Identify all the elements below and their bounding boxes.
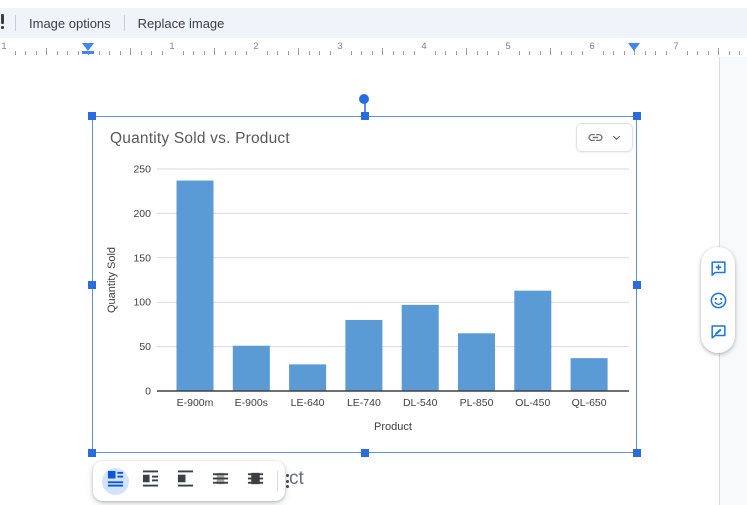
left-indent-marker-icon[interactable]	[82, 43, 94, 51]
wrap-option-in-front-of-text[interactable]	[242, 468, 269, 495]
wrap-option-break-text[interactable]	[172, 468, 199, 495]
selection-handle-bottom-right[interactable]	[633, 449, 641, 457]
y-axis-title: Quantity Sold	[106, 247, 118, 313]
wrap-text-icon	[142, 470, 159, 492]
svg-text:150: 150	[133, 252, 151, 264]
pencil-box-icon	[710, 325, 726, 339]
replace-image-button[interactable]: Replace image	[137, 15, 225, 31]
right-indent-marker-icon[interactable]	[628, 43, 640, 51]
comment-plus-icon	[710, 261, 726, 276]
in-front-of-text-icon	[247, 470, 264, 492]
svg-text:DL-540: DL-540	[403, 397, 438, 409]
ruler-number: 1	[169, 41, 175, 52]
selection-handle-middle-right[interactable]	[633, 280, 641, 289]
add-emoji-reaction-button[interactable]	[708, 290, 728, 310]
svg-text:E-900m: E-900m	[177, 397, 214, 409]
svg-text:LE-740: LE-740	[347, 397, 381, 409]
behind-text-icon	[212, 470, 229, 492]
break-text-icon	[177, 470, 194, 492]
document-text-fragment[interactable]: ct	[289, 468, 304, 489]
selection-handle-top-right[interactable]	[633, 112, 641, 120]
svg-text:0: 0	[145, 386, 151, 398]
ruler-number: 2	[253, 41, 259, 52]
svg-text:50: 50	[139, 341, 151, 353]
svg-text:QL-650: QL-650	[572, 397, 607, 409]
svg-text:250: 250	[133, 164, 151, 176]
svg-text:LE-640: LE-640	[291, 397, 325, 409]
embedded-chart-image[interactable]: Quantity Sold vs. Product 0 50 100 150 200 25…	[92, 116, 637, 453]
ruler-number: 6	[589, 41, 595, 52]
margin-actions-pill	[701, 247, 735, 353]
svg-text:100: 100	[133, 297, 151, 309]
window-top-strip	[0, 0, 747, 8]
image-context-toolbar: Image options Replace image	[0, 8, 747, 38]
toolbar-divider	[15, 15, 16, 31]
chevron-down-icon	[612, 135, 621, 141]
ruler-number: 4	[421, 41, 427, 52]
chart-title: Quantity Sold vs. Product	[110, 130, 290, 147]
wrap-option-wrap-text[interactable]	[137, 468, 164, 495]
emoji-icon	[710, 292, 726, 308]
rotation-handle-line	[364, 103, 366, 116]
ruler-number: 1	[1, 41, 7, 52]
selection-handle-middle-left[interactable]	[88, 280, 96, 289]
rotation-handle[interactable]	[359, 94, 369, 104]
ruler-number: 7	[673, 41, 679, 52]
svg-text:E-900s: E-900s	[235, 397, 268, 409]
wrap-option-behind-text[interactable]	[207, 468, 234, 495]
horizontal-ruler[interactable]: 1 1 2 3 4 5 6 7	[0, 38, 747, 57]
svg-text:OL-450: OL-450	[515, 397, 550, 409]
cut-off-toolbar-icon	[1, 14, 5, 29]
image-options-button[interactable]: Image options	[29, 15, 111, 31]
first-line-indent-marker-icon[interactable]	[82, 51, 94, 54]
bar-chart: 0 50 100 150 200 250 E-900m E-900s LE-640 LE-740 D…	[106, 164, 629, 433]
add-comment-button[interactable]	[708, 259, 728, 279]
more-image-options-button[interactable]	[286, 472, 289, 490]
image-wrap-toolbar	[93, 461, 289, 501]
selection-handle-bottom-left[interactable]	[88, 449, 96, 457]
svg-text:200: 200	[133, 208, 151, 220]
in-line-icon	[107, 470, 124, 492]
selection-handle-top-left[interactable]	[88, 112, 96, 120]
toolbar-divider	[123, 15, 125, 31]
kebab-menu-icon	[286, 474, 289, 488]
selection-handle-bottom-middle[interactable]	[360, 449, 369, 457]
wrap-toolbar-divider	[277, 471, 278, 491]
ruler-number: 5	[505, 41, 511, 52]
suggest-edits-button[interactable]	[708, 322, 728, 342]
wrap-option-in-line[interactable]	[102, 467, 129, 495]
link-icon	[588, 133, 603, 142]
linked-chart-chip[interactable]	[576, 123, 633, 152]
svg-text:PL-850: PL-850	[460, 397, 494, 409]
selection-handle-top-middle[interactable]	[360, 112, 369, 120]
x-axis-title: Product	[374, 421, 412, 433]
ruler-number: 3	[337, 41, 343, 52]
